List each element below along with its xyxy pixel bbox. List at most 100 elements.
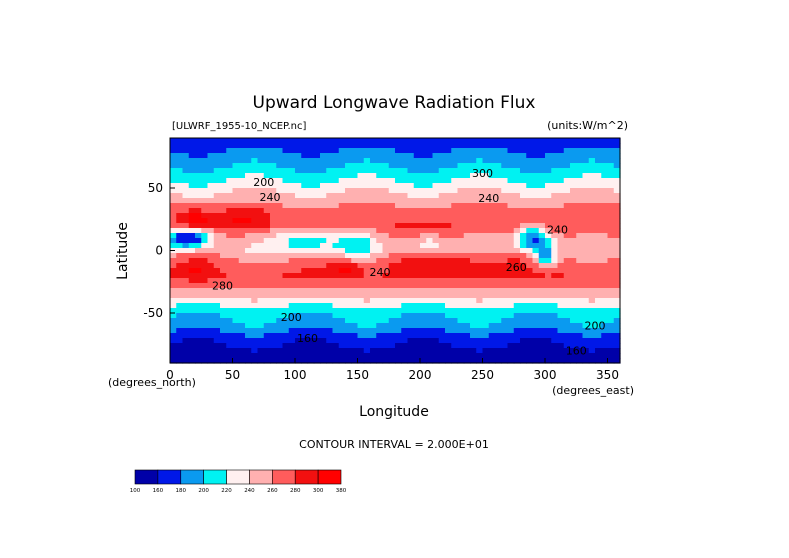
heatmap-cell xyxy=(351,278,359,284)
heatmap-cell xyxy=(451,143,459,149)
heatmap-cell xyxy=(238,223,246,229)
heatmap-cell xyxy=(226,138,234,144)
heatmap-cell xyxy=(570,238,577,244)
heatmap-cell xyxy=(576,303,584,309)
heatmap-cell xyxy=(170,253,177,259)
heatmap-cell xyxy=(420,208,427,214)
heatmap-cell xyxy=(288,343,296,349)
heatmap-cell xyxy=(257,208,265,214)
heatmap-cell xyxy=(288,358,296,364)
heatmap-cell xyxy=(388,343,396,349)
heatmap-cell xyxy=(482,313,490,319)
heatmap-cell xyxy=(413,358,421,364)
heatmap-cell xyxy=(232,288,240,294)
heatmap-cell xyxy=(476,183,484,189)
colorbar-swatch xyxy=(226,469,250,485)
heatmap-cell xyxy=(332,273,340,279)
heatmap-cell xyxy=(182,318,190,324)
heatmap-cell xyxy=(551,193,559,199)
heatmap-cell xyxy=(345,193,352,199)
heatmap-cell xyxy=(257,248,265,254)
heatmap-cell xyxy=(526,198,534,204)
heatmap-cell xyxy=(251,358,259,364)
heatmap-cell xyxy=(320,348,327,354)
heatmap-cell xyxy=(388,313,396,319)
heatmap-cell xyxy=(601,248,609,254)
heatmap-cell xyxy=(470,183,477,189)
heatmap-cell xyxy=(420,263,427,269)
heatmap-cell xyxy=(251,153,259,159)
heatmap-cell xyxy=(382,263,390,269)
heatmap-cell xyxy=(357,163,365,169)
heatmap-cell xyxy=(326,358,334,364)
heatmap-cell xyxy=(470,353,477,359)
heatmap-cell xyxy=(257,313,265,319)
heatmap-cell xyxy=(438,228,446,234)
heatmap-cell xyxy=(607,268,615,274)
heatmap-cell xyxy=(320,283,327,289)
heatmap-cell xyxy=(482,248,490,254)
heatmap-cell xyxy=(601,203,609,209)
heatmap-cell xyxy=(388,268,396,274)
heatmap-cell xyxy=(220,308,227,314)
heatmap-cell xyxy=(607,168,615,174)
heatmap-cell xyxy=(457,158,465,164)
heatmap-cell xyxy=(382,313,390,319)
heatmap-cell xyxy=(257,238,265,244)
heatmap-cell xyxy=(532,218,540,224)
heatmap-cell xyxy=(263,153,271,159)
heatmap-cell xyxy=(220,323,227,329)
heatmap-cell xyxy=(463,208,471,214)
heatmap-cell xyxy=(582,228,590,234)
heatmap-cell xyxy=(532,353,540,359)
heatmap-cell xyxy=(457,358,465,364)
heatmap-cell xyxy=(482,158,490,164)
heatmap-cell xyxy=(388,273,396,279)
heatmap-cell xyxy=(326,353,334,359)
heatmap-cell xyxy=(301,218,309,224)
heatmap-cell xyxy=(526,238,534,244)
heatmap-cell xyxy=(326,243,334,249)
heatmap-cell xyxy=(170,288,177,294)
heatmap-cell xyxy=(395,323,402,329)
heatmap-cell xyxy=(245,233,252,239)
heatmap-cell xyxy=(557,298,565,304)
heatmap-cell xyxy=(288,333,296,339)
heatmap-cell xyxy=(401,248,409,254)
heatmap-cell xyxy=(445,308,452,314)
heatmap-cell xyxy=(601,343,609,349)
heatmap-cell xyxy=(551,338,559,344)
heatmap-cell xyxy=(495,278,502,284)
heatmap-cell xyxy=(195,183,202,189)
heatmap-cell xyxy=(407,358,415,364)
heatmap-cell xyxy=(607,293,615,299)
heatmap-cell xyxy=(382,278,390,284)
heatmap-cell xyxy=(270,303,277,309)
heatmap-cell xyxy=(182,273,190,279)
heatmap-cell xyxy=(363,278,371,284)
heatmap-cell xyxy=(438,313,446,319)
heatmap-cell xyxy=(545,293,552,299)
heatmap-cell xyxy=(220,143,227,149)
heatmap-cell xyxy=(345,218,352,224)
heatmap-cell xyxy=(557,188,565,194)
heatmap-cell xyxy=(482,198,490,204)
heatmap-cell xyxy=(351,293,359,299)
heatmap-cell xyxy=(395,318,402,324)
heatmap-cell xyxy=(613,158,621,164)
heatmap-cell xyxy=(576,343,584,349)
heatmap-cell xyxy=(601,208,609,214)
heatmap-cell xyxy=(601,163,609,169)
heatmap-cell xyxy=(495,343,502,349)
heatmap-cell xyxy=(438,243,446,249)
heatmap-cell xyxy=(376,298,384,304)
heatmap-cell xyxy=(370,298,377,304)
heatmap-cell xyxy=(326,343,334,349)
heatmap-cell xyxy=(588,263,596,269)
heatmap-cell xyxy=(363,238,371,244)
heatmap-cell xyxy=(557,218,565,224)
heatmap-cell xyxy=(526,143,534,149)
heatmap-cell xyxy=(326,303,334,309)
heatmap-cell xyxy=(582,258,590,264)
heatmap-cell xyxy=(613,153,621,159)
